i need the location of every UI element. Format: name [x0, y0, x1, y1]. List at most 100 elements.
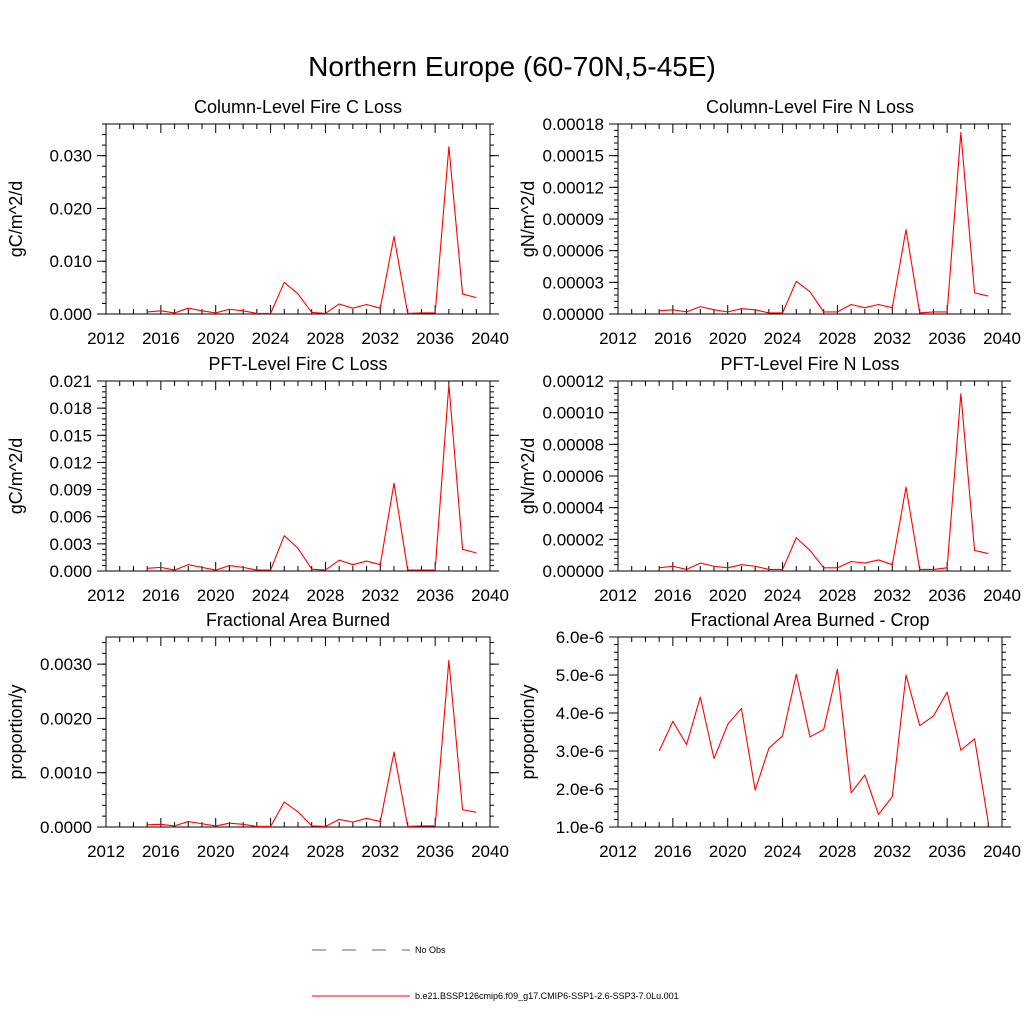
chart-panel-3: PFT-Level Fire C Loss gC/m^2/d 2012 2016 202… [6, 354, 509, 605]
panel-title: Fractional Area Burned - Crop [690, 610, 929, 630]
x-tick-label: 2032 [361, 329, 399, 348]
y-tick-label: 0.00008 [543, 435, 604, 454]
x-tick-label: 2012 [87, 586, 125, 605]
x-tick-label: 2040 [983, 586, 1021, 605]
y-tick-label: 0.003 [49, 535, 92, 554]
x-tick-label: 2028 [819, 586, 857, 605]
y-axis-label: gC/m^2/d [6, 181, 26, 257]
panel-title: PFT-Level Fire C Loss [208, 354, 387, 374]
x-tick-label: 2016 [142, 329, 180, 348]
y-tick-label: 6.0e-6 [556, 628, 604, 647]
y-tick-label: 3.0e-6 [556, 742, 604, 761]
y-axis-label: gN/m^2/d [518, 181, 538, 257]
y-tick-label: 0.00010 [543, 404, 604, 423]
x-tick-label: 2036 [928, 329, 966, 348]
plot-frame [617, 636, 1003, 828]
x-tick-label: 2020 [709, 329, 747, 348]
series-line-1 [659, 393, 989, 570]
x-tick-label: 2020 [709, 586, 747, 605]
x-tick-label: 2036 [416, 586, 454, 605]
y-axis-label: proportion/y [518, 684, 538, 779]
x-tick-label: 2032 [873, 329, 911, 348]
y-tick-label: 0.00015 [543, 147, 604, 166]
series-line-1 [147, 146, 477, 315]
x-tick-label: 2028 [819, 842, 857, 861]
plot-frame [105, 380, 491, 572]
x-tick-label: 2028 [307, 329, 345, 348]
legend-label-2: b.e21.BSSP126cmip6.f09_g17.CMIP6-SSP1-2.… [415, 991, 679, 1001]
y-axis-label: gN/m^2/d [518, 438, 538, 514]
y-tick-label: 0.0000 [40, 818, 92, 837]
chart-panel-2: Column-Level Fire N Loss gN/m^2/d 2012 2016… [518, 97, 1021, 348]
x-tick-label: 2012 [599, 586, 637, 605]
x-tick-label: 2040 [983, 329, 1021, 348]
x-tick-label: 2032 [361, 586, 399, 605]
x-tick-label: 2012 [599, 329, 637, 348]
x-tick-label: 2040 [471, 842, 509, 861]
y-tick-label: 0.00000 [543, 305, 604, 324]
y-tick-label: 0.015 [49, 426, 92, 445]
y-tick-label: 0.000 [49, 562, 92, 581]
panel-title: Fractional Area Burned [206, 610, 390, 630]
y-tick-label: 0.00003 [543, 273, 604, 292]
x-tick-label: 2036 [416, 842, 454, 861]
x-tick-label: 2032 [873, 586, 911, 605]
y-tick-label: 0.012 [49, 453, 92, 472]
y-tick-label: 0.000 [49, 305, 92, 324]
y-axis-label: gC/m^2/d [6, 438, 26, 514]
y-tick-label: 0.00006 [543, 242, 604, 261]
y-tick-label: 0.006 [49, 508, 92, 527]
series-line-1 [658, 668, 989, 823]
x-tick-label: 2016 [654, 329, 692, 348]
x-tick-label: 2036 [928, 586, 966, 605]
y-tick-label: 0.00009 [543, 210, 604, 229]
x-tick-label: 2020 [197, 329, 235, 348]
y-tick-label: 0.00002 [543, 530, 604, 549]
series-line-1 [147, 659, 477, 828]
x-tick-label: 2040 [983, 842, 1021, 861]
x-tick-label: 2016 [142, 586, 180, 605]
chart-panel-5: Fractional Area Burned proportion/y 2012 20… [6, 610, 509, 861]
x-tick-label: 2024 [764, 842, 802, 861]
x-tick-label: 2040 [471, 329, 509, 348]
x-tick-label: 2024 [764, 329, 802, 348]
x-tick-label: 2032 [361, 842, 399, 861]
x-tick-label: 2020 [197, 842, 235, 861]
plot-frame [105, 636, 491, 828]
x-tick-label: 2028 [307, 842, 345, 861]
y-tick-label: 5.0e-6 [556, 666, 604, 685]
y-tick-label: 0.00018 [543, 115, 604, 134]
y-tick-label: 4.0e-6 [556, 704, 604, 723]
panel-title: PFT-Level Fire N Loss [720, 354, 899, 374]
y-tick-label: 0.030 [49, 147, 92, 166]
x-tick-label: 2012 [87, 842, 125, 861]
panels: Column-Level Fire C Loss gC/m^2/d 2012 2016… [6, 97, 1021, 861]
panel-title: Column-Level Fire C Loss [194, 97, 402, 117]
y-tick-label: 0.00000 [543, 562, 604, 581]
x-tick-label: 2020 [197, 586, 235, 605]
x-tick-label: 2036 [928, 842, 966, 861]
panel-title: Column-Level Fire N Loss [706, 97, 914, 117]
y-tick-label: 0.00006 [543, 467, 604, 486]
legend: No Obs b.e21.BSSP126cmip6.f09_g17.CMIP6-S… [312, 945, 679, 1001]
plot-frame [617, 123, 1003, 315]
y-tick-label: 2.0e-6 [556, 780, 604, 799]
y-tick-label: 0.00012 [543, 178, 604, 197]
y-tick-label: 1.0e-6 [556, 818, 604, 837]
x-tick-label: 2036 [416, 329, 454, 348]
chart-panel-1: Column-Level Fire C Loss gC/m^2/d 2012 2016… [6, 97, 509, 348]
legend-label-1: No Obs [415, 945, 446, 955]
x-tick-label: 2024 [252, 842, 290, 861]
chart-panel-6: Fractional Area Burned - Crop proportion/… [518, 610, 1021, 861]
x-tick-label: 2012 [87, 329, 125, 348]
x-tick-label: 2024 [252, 329, 290, 348]
y-tick-label: 0.00004 [543, 499, 604, 518]
y-tick-label: 0.009 [49, 481, 92, 500]
x-tick-label: 2016 [142, 842, 180, 861]
y-tick-label: 0.010 [49, 252, 92, 271]
x-tick-label: 2016 [654, 586, 692, 605]
x-tick-label: 2024 [252, 586, 290, 605]
y-tick-label: 0.00012 [543, 372, 604, 391]
plot-frame [105, 123, 491, 315]
